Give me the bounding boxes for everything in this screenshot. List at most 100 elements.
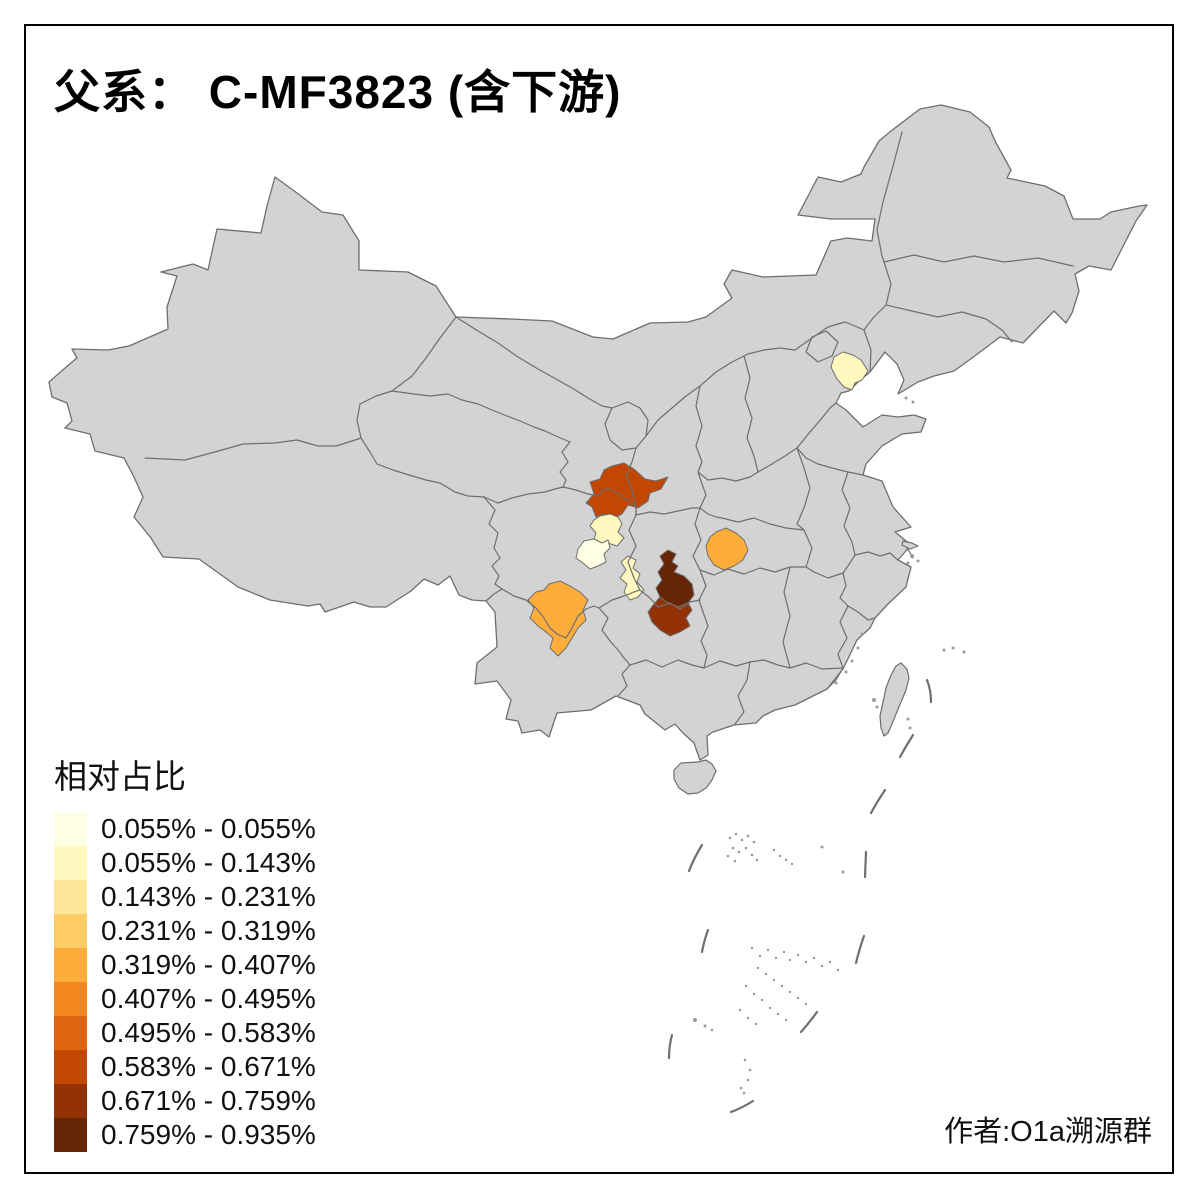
province-border-line: [356, 390, 393, 439]
province-border-line: [562, 486, 637, 516]
province-border-line: [796, 447, 864, 476]
legend-swatch-5: [54, 982, 87, 1016]
legend-range-label: 0.055% - 0.143%: [101, 847, 316, 878]
legend-range-label: 0.143% - 0.231%: [101, 881, 316, 912]
nine-dash-line-segment: [863, 850, 868, 879]
small-island-dot: [756, 966, 760, 970]
province-border-line: [455, 316, 613, 409]
legend-range-label: 0.495% - 0.583%: [101, 1017, 316, 1048]
legend-title: 相对占比: [54, 758, 186, 795]
province-border-line: [743, 355, 759, 473]
province-border-line: [803, 529, 813, 568]
legend-range-label: 0.759% - 0.935%: [101, 1119, 316, 1150]
small-island-dot: [875, 705, 879, 709]
province-border-line: [796, 402, 837, 449]
small-island-dot: [746, 1016, 750, 1020]
legend-range-label: 0.583% - 0.671%: [101, 1051, 316, 1082]
nine-dash-line-segment: [925, 678, 933, 704]
small-island-dot: [910, 554, 914, 558]
small-island-dot: [790, 862, 794, 866]
legend-swatch-8: [54, 1084, 87, 1118]
province-border-line: [847, 605, 876, 621]
legend-range-label: 0.055% - 0.055%: [101, 813, 316, 844]
province-border-line: [698, 569, 709, 669]
province-border-line: [625, 447, 637, 516]
small-island-dot: [772, 978, 776, 982]
nine-dash-line-segment: [799, 1010, 819, 1034]
legend-swatch-6: [54, 1016, 87, 1050]
colored-region-tianjin-area: [830, 351, 869, 391]
small-island-dot: [782, 950, 786, 954]
province-border-line: [604, 401, 649, 451]
small-island-dot: [850, 659, 854, 663]
small-island-dot: [911, 400, 915, 404]
small-island-dot: [834, 681, 838, 685]
province-border-line: [734, 661, 751, 725]
legend-swatch-2: [54, 880, 87, 914]
small-island-dot: [737, 850, 741, 854]
legend-items: 0.055% - 0.055% 0.055% - 0.143% 0.143% - 0…: [54, 812, 316, 1152]
province-border-line: [617, 664, 631, 697]
province-border-line: [598, 589, 641, 609]
province-border-line: [839, 572, 849, 607]
province-border-line: [757, 447, 798, 473]
small-island-dot: [764, 972, 768, 976]
small-island-dot: [733, 859, 737, 863]
nine-dash-line-segment: [687, 843, 704, 873]
province-border-line: [144, 437, 362, 461]
legend-row: 0.407% - 0.495%: [54, 982, 316, 1016]
small-island-dot: [780, 984, 784, 988]
legend-row: 0.055% - 0.055%: [54, 812, 316, 846]
province-border-line: [501, 588, 600, 639]
colored-region-south-gansu: [585, 462, 669, 520]
small-island-dot: [738, 1008, 742, 1012]
small-island-dot: [788, 958, 792, 962]
legend-row: 0.231% - 0.319%: [54, 914, 316, 948]
map-title: 父系： C-MF3823 (含下游): [54, 66, 622, 118]
province-border-line: [805, 330, 839, 363]
small-island-dot: [731, 846, 735, 850]
legend-swatch-3: [54, 914, 87, 948]
small-island-dot: [772, 848, 776, 852]
small-island-dot: [768, 1006, 772, 1010]
province-border-line: [885, 304, 1013, 343]
legend-swatch-1: [54, 846, 87, 880]
province-border-line: [863, 131, 903, 331]
nine-dash-line-segment: [854, 934, 866, 965]
province-border-line: [483, 496, 503, 590]
small-island-dot: [872, 698, 876, 702]
province-border-line: [841, 471, 856, 556]
province-border-line: [796, 447, 811, 531]
nine-dash-line-segment: [898, 733, 915, 759]
hainan-island: [673, 759, 717, 795]
small-island-dot: [860, 632, 864, 636]
legend-swatch-9: [54, 1118, 87, 1152]
small-island-dot: [784, 1018, 788, 1022]
small-island-dot: [750, 946, 754, 950]
province-border-line: [826, 667, 844, 690]
province-border-line: [692, 507, 702, 571]
province-border-line: [360, 437, 485, 498]
small-island-dot: [740, 838, 744, 842]
mainland-china-shape: [48, 104, 1148, 761]
nine-dash-line-segment: [729, 1099, 755, 1114]
small-island-dot: [906, 717, 910, 721]
legend-row: 0.495% - 0.583%: [54, 1016, 316, 1050]
small-island-dot: [744, 846, 748, 850]
colored-region-central-sichuan: [619, 555, 645, 601]
small-island-dot: [804, 960, 808, 964]
nine-dash-line-segment: [700, 928, 710, 954]
small-island-dot: [752, 840, 756, 844]
small-island-dot: [904, 396, 908, 400]
small-island-dot: [734, 832, 738, 836]
province-border-line: [854, 551, 899, 561]
nine-dash-line-segment: [667, 1033, 674, 1060]
province-border-line: [645, 321, 865, 437]
small-island-dot: [752, 992, 756, 996]
legend-range-label: 0.231% - 0.319%: [101, 915, 316, 946]
legend-row: 0.583% - 0.671%: [54, 1050, 316, 1084]
small-island-dot: [739, 1086, 743, 1090]
province-border-line: [627, 514, 641, 591]
province-border-line: [837, 605, 849, 669]
